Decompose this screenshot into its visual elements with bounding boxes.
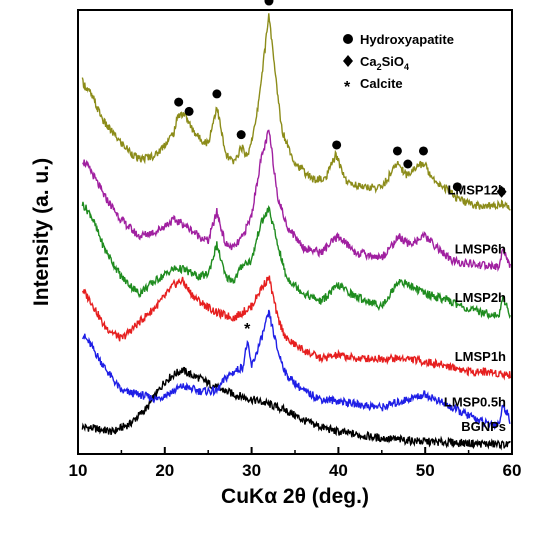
x-tick-label: 60 [503,461,522,480]
y-axis-title: Intensity (a. u.) [30,158,53,306]
x-tick-label: 20 [155,461,174,480]
hydroxyapatite-peak-marker [452,182,462,192]
series-label-lmsp1h: LMSP1h [455,349,506,364]
legend-ca2sio4-sub2: 4 [404,62,409,72]
hydroxyapatite-peak-marker [392,146,402,156]
legend-asterisk-marker: * [344,79,351,96]
series-line-lmsp6h [82,129,511,272]
series-label-lmsp6h: LMSP6h [455,241,506,256]
ca2sio4-peak-marker [496,185,507,198]
legend-diamond-marker [343,55,353,67]
x-tick-layer: 10 20 30 40 50 60 [69,447,522,480]
series-line-bgnps [81,366,511,451]
legend-ca2sio4-sub1: 2 [377,62,382,72]
hydroxyapatite-peak-marker [418,146,428,156]
series-line-lmsp1h [81,275,511,381]
x-axis-title: CuKα 2θ (deg.) [221,485,369,508]
series-label-lmsp12h: LMSP12h [447,183,506,198]
legend-label-calcite: Calcite [360,76,403,91]
hydroxyapatite-peak-marker [174,97,184,107]
hydroxyapatite-peak-marker [212,89,222,99]
hydroxyapatite-peak-marker [236,130,246,140]
legend-ca2sio4-part2: SiO [382,54,404,69]
series-label-bgnps: BGNPs [461,419,506,434]
series-label-lmsp0-5h: LMSP0.5h [444,394,506,409]
series-label-lmsp2h: LMSP2h [455,290,506,305]
series-line-lmsp2h [81,201,511,320]
marker-layer: * [174,0,507,338]
legend-label-hydroxyapatite: Hydroxyapatite [360,32,454,47]
legend-label-ca2sio4: Ca2SiO4 [360,54,409,72]
series-label-layer: BGNPs LMSP0.5h LMSP1h LMSP2h LMSP6h LMSP12h [444,183,506,434]
legend: Hydroxyapatite Ca2SiO4 * Calcite [343,32,454,96]
x-tick-label: 50 [416,461,435,480]
calcite-peak-marker: * [244,321,251,338]
hydroxyapatite-peak-marker [264,0,274,6]
legend-circle-marker [343,34,353,44]
x-tick-label: 30 [242,461,261,480]
legend-ca2sio4-part1: Ca [360,54,377,69]
hydroxyapatite-peak-marker [403,159,413,169]
hydroxyapatite-peak-marker [184,106,194,116]
series-layer [81,13,511,451]
x-tick-label: 10 [69,461,88,480]
series-line-lmsp12h [81,13,511,211]
x-tick-label: 40 [329,461,348,480]
hydroxyapatite-peak-marker [332,140,342,150]
series-line-lmsp0-5h [81,309,511,431]
